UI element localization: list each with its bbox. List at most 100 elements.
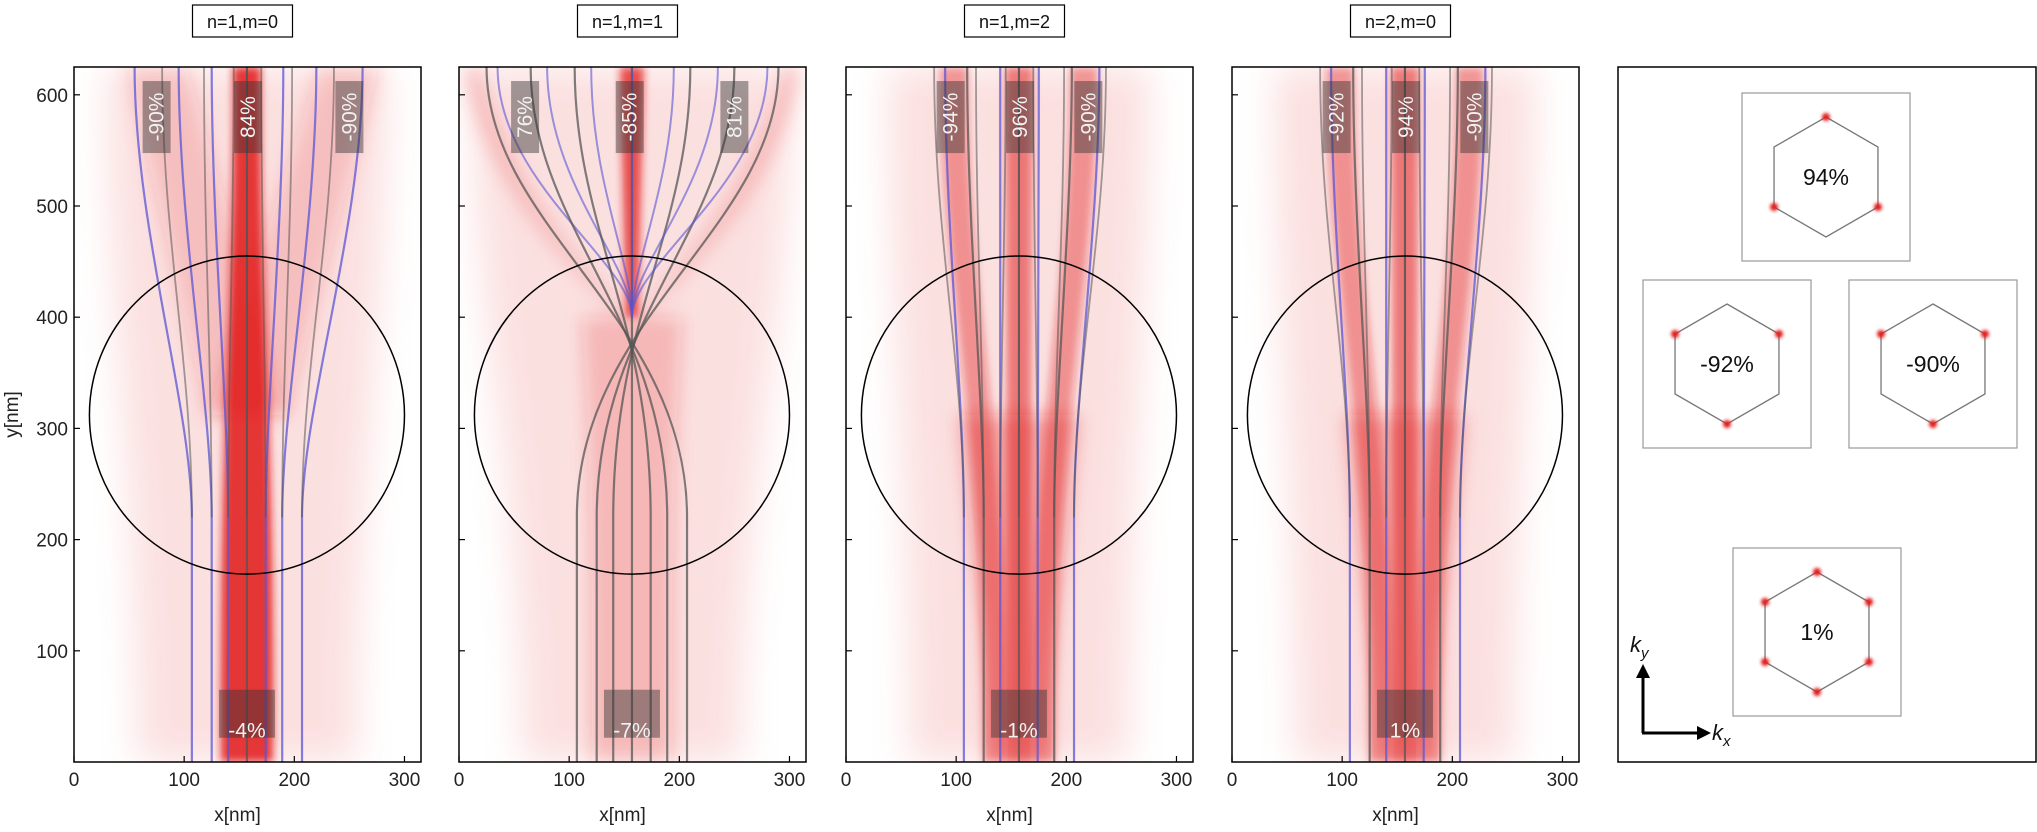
trajectories — [485, 67, 780, 762]
trajectory-line — [630, 67, 675, 318]
brillouin-zone-2: -92% — [1642, 279, 1812, 449]
top-percent-label: 76% — [511, 81, 540, 154]
brillouin-zone-1: 94% — [1741, 92, 1911, 262]
trajectory-line — [301, 67, 335, 518]
subplot-title: n=1,m=2 — [963, 4, 1066, 38]
bottom-percent-label: -4% — [218, 689, 275, 743]
svg-text:-90%: -90% — [1077, 93, 1100, 142]
k-point-dot — [1864, 658, 1873, 666]
k-point-dot — [1877, 330, 1886, 338]
y-tick-label: 200 — [36, 531, 68, 552]
zone-percent-label: -90% — [1906, 351, 1960, 377]
trajectories — [1319, 67, 1493, 762]
top-percent-label: -92% — [1322, 81, 1351, 154]
y-tick-label: 300 — [36, 419, 68, 440]
k-point-dot — [1813, 688, 1821, 696]
zone-percent-label: -92% — [1700, 351, 1754, 377]
svg-text:-7%: -7% — [613, 720, 650, 743]
trajectory-line — [1319, 67, 1351, 518]
top-percent-label: 84% — [234, 81, 263, 154]
axes-frame — [458, 66, 807, 763]
trajectory-line — [575, 67, 780, 762]
trajectory-line — [203, 67, 213, 518]
bottom-percent-label: -1% — [990, 689, 1047, 743]
svg-text:-4%: -4% — [228, 720, 265, 743]
trajectory-line — [1385, 67, 1393, 518]
subplot-title: n=1,m=0 — [191, 4, 294, 38]
trajectory-line — [227, 67, 235, 518]
x-tick-label: 0 — [69, 770, 80, 791]
svg-text:-94%: -94% — [940, 93, 963, 142]
x-axis-label: x[nm] — [599, 805, 645, 826]
x-tick-label: 100 — [553, 770, 585, 791]
x-tick-label: 100 — [1326, 770, 1358, 791]
x-tick-label: 0 — [841, 770, 852, 791]
subplot-title: n=2,m=0 — [1349, 4, 1452, 38]
trajectory-line — [573, 67, 652, 762]
y-tick-label: 400 — [36, 308, 68, 329]
x-tick-label: 100 — [940, 770, 972, 791]
k-point-dot — [1774, 330, 1783, 338]
subplot-panels: -90% 84% -90% -4% 0 100 200 300 100 200 300 400 500 6… — [2, 4, 1580, 826]
top-percent-label: 96% — [1006, 81, 1035, 154]
trajectory-line — [281, 67, 294, 518]
svg-text:1%: 1% — [1390, 720, 1420, 743]
x-tick-label: 300 — [1547, 770, 1579, 791]
trajectories — [933, 67, 1107, 762]
bottom-percent-label: 1% — [1376, 689, 1433, 743]
y-tick-label: 500 — [36, 197, 68, 218]
axes-frame — [1231, 66, 1580, 763]
zone-percent-label: 94% — [1803, 164, 1849, 190]
scatterer-circle — [473, 255, 791, 575]
scatterer-circle — [88, 255, 406, 575]
k-point-dot — [1864, 598, 1873, 606]
trajectory-line — [485, 67, 689, 762]
x-axis-label: x[nm] — [1372, 805, 1418, 826]
x-axis-label: x[nm] — [986, 805, 1032, 826]
brillouin-zone-4: 1% — [1732, 547, 1902, 717]
svg-text:-90%: -90% — [1463, 93, 1486, 142]
svg-text:76%: 76% — [514, 96, 537, 138]
trajectory-line — [1361, 67, 1371, 518]
trajectory-line — [612, 67, 692, 762]
x-tick-label: 300 — [389, 770, 421, 791]
k-point-dot — [1873, 203, 1882, 211]
trajectory-line — [133, 67, 193, 762]
bottom-percent-label: -7% — [603, 689, 660, 743]
x-tick-label: 200 — [663, 770, 695, 791]
svg-text:94%: 94% — [1395, 96, 1418, 138]
trajectories — [133, 67, 364, 762]
svg-text:-85%: -85% — [619, 93, 642, 142]
x-tick-label: 100 — [168, 770, 200, 791]
svg-text:84%: 84% — [237, 96, 260, 138]
top-percent-label: -90% — [142, 81, 171, 154]
axes-frame — [845, 66, 1194, 763]
k-point-dot — [1822, 113, 1830, 121]
trajectory-line — [999, 67, 1007, 518]
hexagon — [1773, 116, 1879, 238]
k-point-dot — [1929, 420, 1937, 428]
y-axis-label: y[nm] — [2, 391, 23, 437]
svg-text:-1%: -1% — [1000, 720, 1037, 743]
trajectory-line — [595, 67, 736, 762]
axes-frame — [73, 66, 422, 763]
top-percent-label: -85% — [615, 81, 644, 154]
trajectory-line — [529, 67, 669, 762]
top-percent-label: -90% — [1460, 81, 1489, 154]
trajectory-line — [1053, 67, 1066, 518]
trajectory-line — [496, 67, 633, 318]
scatterer-circle — [860, 255, 1178, 575]
trajectory-line — [630, 67, 769, 318]
svg-text:n=1,m=2: n=1,m=2 — [979, 12, 1050, 32]
top-percent-label: 81% — [720, 81, 749, 154]
trajectory-line — [161, 67, 193, 518]
k-point-dot — [1723, 420, 1731, 428]
subplot-1: -90% 84% -90% -4% 0 100 200 300 100 200 300 400 500 6… — [2, 4, 422, 826]
svg-text:n=1,m=1: n=1,m=1 — [592, 12, 663, 32]
top-percent-label: 94% — [1392, 81, 1421, 154]
top-percent-label: -90% — [1074, 81, 1103, 154]
k-point-dot — [1761, 598, 1770, 606]
